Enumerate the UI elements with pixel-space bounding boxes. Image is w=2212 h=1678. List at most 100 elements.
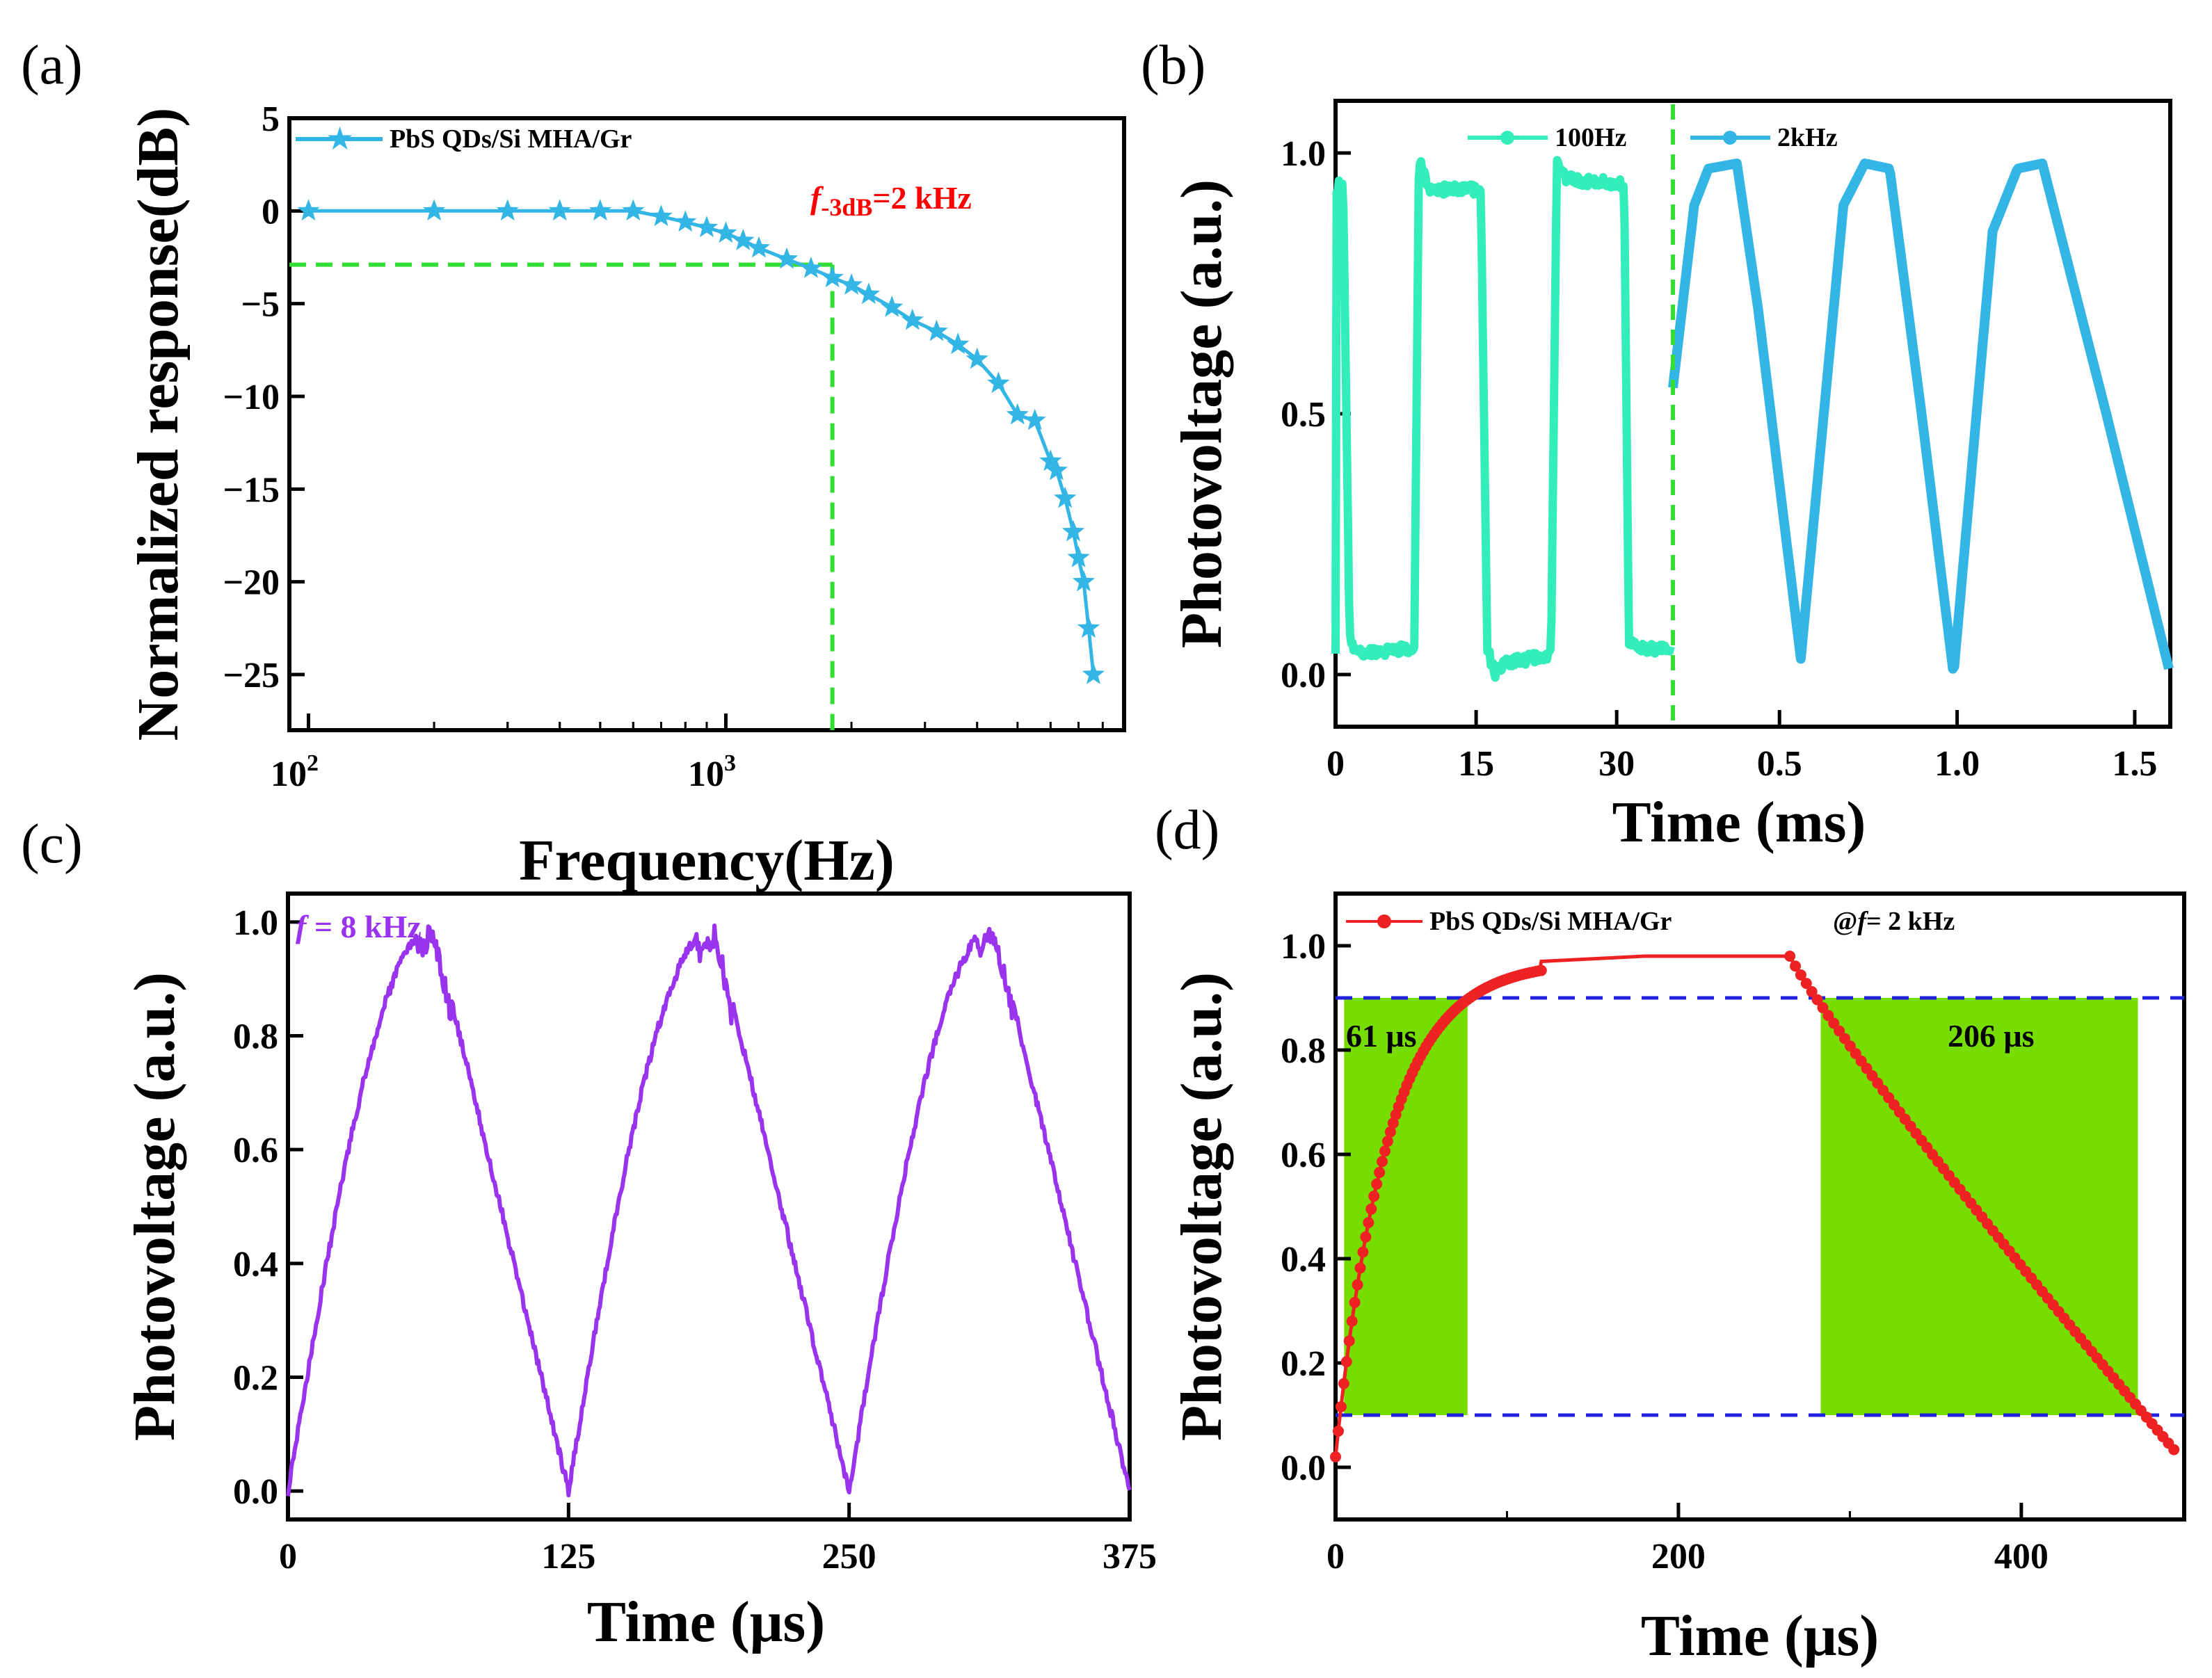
panel-d-legend-label: PbS QDs/Si MHA/Gr xyxy=(1429,907,1672,936)
panel-c: (c) 0.0 0.2 0.4 0.6 0.8 1.0 0 125 250 375 f = 8 … xyxy=(21,814,1157,1654)
panel-a-data-point xyxy=(747,236,771,258)
panel-a-data-point xyxy=(674,210,697,232)
panel-d-y-tick-label: 0.4 xyxy=(1281,1240,1326,1280)
panel-a-series xyxy=(297,199,1105,684)
panel-c-x-axis-label: Time (μs) xyxy=(587,1590,825,1654)
panel-d-y-ticks: 0.0 0.2 0.4 0.6 0.8 1.0 xyxy=(1281,927,1351,1488)
panel-c-frequency-f: f xyxy=(296,909,310,944)
panel-a-y-tick-label: 0 xyxy=(262,192,280,232)
panel-c-y-tick-label: 0.2 xyxy=(233,1358,278,1398)
panel-d-data-point xyxy=(1828,1017,1840,1029)
panel-b-series xyxy=(1331,156,2174,682)
panel-a-data-point xyxy=(799,257,823,278)
panel-d-data-point xyxy=(1374,1167,1386,1179)
panel-a-x-axis-label: Frequency(Hz) xyxy=(519,828,895,893)
panel-d: (d) 0.0 0.2 0.4 0.6 0.8 1.0 0 200 400 PbS QDs/S… xyxy=(1155,800,2186,1668)
panel-d-legend-frequency: @f= 2 kHz xyxy=(1833,907,1955,936)
panel-a-data-point xyxy=(1045,458,1068,481)
panel-a-cutoff-f: f xyxy=(810,180,824,216)
panel-a-3db-guides xyxy=(289,262,835,730)
panel-d-data-point xyxy=(1365,1203,1377,1215)
panel-d-y-tick-label: 0.0 xyxy=(1281,1449,1326,1488)
panel-b-legend-2khz: 2kHz xyxy=(1777,123,1838,152)
panel-a-data-point xyxy=(840,273,863,295)
panel-a-cutoff-sub: -3dB xyxy=(821,193,872,221)
panel-a-data-point xyxy=(1067,546,1090,567)
panel-a-y-tick-label: −25 xyxy=(223,656,280,695)
panel-a-data-point xyxy=(695,216,719,238)
panel-a-data-point xyxy=(1023,408,1046,430)
panel-d-data-point xyxy=(1354,1262,1366,1274)
panel-d-data-point xyxy=(1332,1425,1344,1437)
panel-a-data-point xyxy=(1039,449,1062,471)
panel-d-y-tick-label: 0.6 xyxy=(1281,1136,1326,1175)
panel-a-y-ticks: 5 0 −5 −10 −15 −20 −25 xyxy=(223,99,305,695)
panel-c-y-tick-label: 0.6 xyxy=(233,1131,278,1170)
panel-a: (a) 5 0 −5 −10 −15 −20 −25 102 103 ★ PbS QDs/Si… xyxy=(21,35,1126,893)
panel-b-x-tick-label: 0.5 xyxy=(1757,744,1802,784)
panel-a-series-line xyxy=(308,209,1096,675)
panel-d-data-point xyxy=(1349,1297,1361,1309)
panel-a-data-point xyxy=(297,199,320,221)
panel-d-label: (d) xyxy=(1155,800,1219,861)
panel-b-x-tick-label: 30 xyxy=(1598,744,1635,784)
panel-a-data-point xyxy=(901,308,924,330)
panel-a-data-point xyxy=(881,296,904,317)
panel-a-cutoff-text: =2 kHz xyxy=(872,180,972,216)
panel-d-legend-marker xyxy=(1377,914,1391,928)
panel-d-frame xyxy=(1333,892,2186,1522)
panel-c-y-axis-label: Photovoltage (a.u.) xyxy=(122,972,187,1441)
panel-d-data-point xyxy=(1330,1451,1341,1462)
panel-a-x-tick-label: 103 xyxy=(688,750,736,794)
panel-a-y-tick-label: −10 xyxy=(223,378,280,417)
panel-a-data-point xyxy=(776,247,799,269)
panel-d-data-point xyxy=(1795,969,1806,981)
panel-c-series-line xyxy=(286,923,1132,1498)
panel-d-shaded-regions xyxy=(1344,998,2138,1415)
panel-c-y-tick-label: 0.8 xyxy=(233,1017,278,1057)
panel-d-y-tick-label: 0.2 xyxy=(1281,1344,1326,1384)
panel-d-legend-freq-text: = 2 kHz xyxy=(1866,907,1955,936)
panel-b-y-tick-label: 1.0 xyxy=(1281,134,1326,174)
panel-d-data-point xyxy=(1535,965,1547,976)
panel-a-data-point xyxy=(714,221,737,243)
panel-c-label: (c) xyxy=(21,814,83,875)
panel-c-x-ticks: 0 125 250 375 xyxy=(279,1503,1157,1576)
panel-d-data-point xyxy=(1377,1156,1388,1168)
panel-b-y-axis-label: Photovoltage (a.u.) xyxy=(1169,179,1234,648)
panel-d-data-point xyxy=(1363,1217,1375,1229)
panel-b-x-axis-label: Time (ms) xyxy=(1612,790,1866,855)
panel-a-y-tick-label: −20 xyxy=(223,563,280,603)
panel-a-data-point xyxy=(987,371,1010,394)
panel-d-x-axis-label: Time (μs) xyxy=(1641,1604,1879,1668)
panel-d-data-point xyxy=(1379,1145,1390,1157)
panel-d-data-point xyxy=(2168,1444,2180,1455)
panel-a-y-tick-label: −5 xyxy=(241,285,280,325)
panel-d-data-point xyxy=(1384,1126,1396,1138)
panel-d-data-point xyxy=(1360,1231,1372,1243)
panel-c-y-tick-label: 0.0 xyxy=(233,1472,278,1512)
panel-a-y-axis-label: Normalized response(dB) xyxy=(126,108,191,741)
panel-d-rise-time-label: 61 μs xyxy=(1346,1018,1416,1054)
panel-d-x-tick-label: 400 xyxy=(1994,1537,2049,1576)
panel-d-rise-region xyxy=(1344,998,1468,1415)
panel-b: (b) 0.00.51.0 0 15 30 0.5 1.0 1.5 100Hz 2kHz … xyxy=(1141,35,2174,855)
panel-d-x-tick-label: 200 xyxy=(1651,1537,1706,1576)
panel-a-data-point xyxy=(1054,486,1077,508)
panel-a-legend-marker: ★ xyxy=(326,120,354,157)
panel-b-label: (b) xyxy=(1141,35,1205,96)
panel-a-data-point xyxy=(650,204,673,227)
panel-b-legend-marker-2khz xyxy=(1723,131,1737,145)
panel-d-data-point xyxy=(1335,1401,1347,1412)
panel-c-frequency-text: = 8 kHz xyxy=(306,909,422,944)
panel-b-x-tick-label: 15 xyxy=(1458,744,1494,784)
panel-d-series xyxy=(1330,951,2180,1462)
panel-b-legend-100hz: 100Hz xyxy=(1555,123,1627,152)
panel-d-data-point xyxy=(1784,951,1796,962)
panel-d-legend: PbS QDs/Si MHA/Gr @f= 2 kHz xyxy=(1346,907,1955,936)
panel-a-data-point xyxy=(422,199,446,221)
panel-b-x-tick-label: 1.5 xyxy=(2112,744,2157,784)
panel-d-data-point xyxy=(1790,960,1802,972)
panel-c-x-tick-label: 125 xyxy=(541,1537,595,1576)
